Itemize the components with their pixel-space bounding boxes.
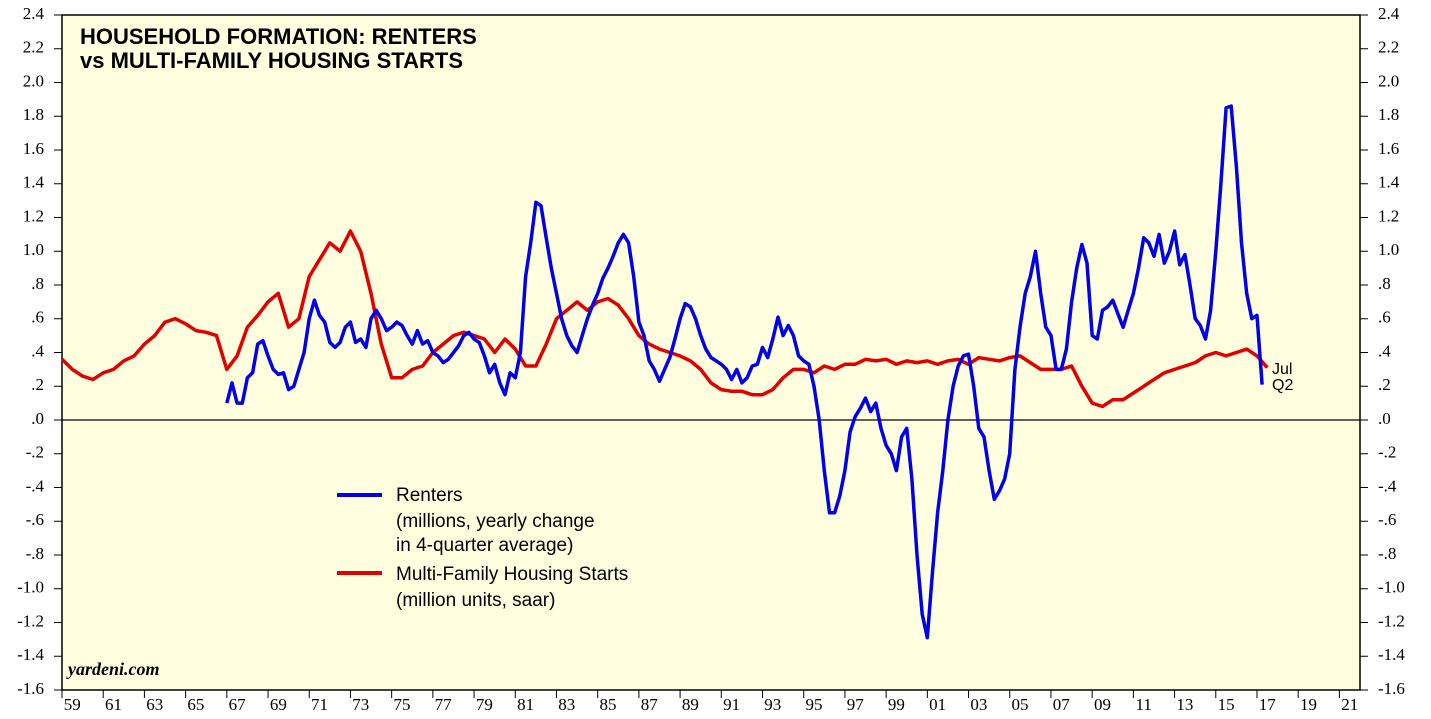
y2-tick-label: 2.2 (1378, 38, 1399, 57)
y2-tick-label: .6 (1378, 308, 1391, 327)
y-tick-label: 1.6 (23, 139, 44, 158)
legend-label: Renters (396, 485, 463, 506)
x-tick-label: 69 (270, 695, 287, 714)
x-tick-label: 05 (1012, 695, 1029, 714)
x-tick-label: 99 (888, 695, 905, 714)
x-tick-label: 21 (1341, 695, 1358, 714)
y2-tick-label: 1.6 (1378, 139, 1399, 158)
y2-tick-label: -.4 (1378, 476, 1397, 495)
x-tick-label: 75 (393, 695, 410, 714)
x-tick-label: 95 (806, 695, 823, 714)
x-tick-label: 65 (187, 695, 204, 714)
y-tick-label: -1.4 (17, 645, 44, 664)
x-tick-label: 73 (352, 695, 369, 714)
chart-title: vs MULTI-FAMILY HOUSING STARTS (80, 48, 463, 73)
x-tick-label: 87 (641, 695, 659, 714)
x-tick-label: 93 (764, 695, 781, 714)
y2-tick-label: -1.0 (1378, 578, 1405, 597)
x-tick-label: 09 (1094, 695, 1111, 714)
y2-tick-label: .8 (1378, 274, 1391, 293)
x-tick-label: 01 (929, 695, 946, 714)
annotation: Jul (1272, 361, 1292, 378)
x-tick-label: 17 (1259, 695, 1277, 714)
y2-tick-label: -1.4 (1378, 645, 1405, 664)
y-tick-label: -.2 (26, 443, 44, 462)
y-tick-label: .4 (31, 341, 44, 360)
y-tick-label: 2.4 (23, 4, 45, 23)
y-tick-label: -1.0 (17, 578, 44, 597)
x-tick-label: 07 (1053, 695, 1071, 714)
x-tick-label: 63 (146, 695, 163, 714)
chart-title: HOUSEHOLD FORMATION: RENTERS (80, 24, 477, 49)
x-tick-label: 77 (435, 695, 453, 714)
x-tick-label: 61 (105, 695, 122, 714)
legend-note: (millions, yearly change (396, 511, 595, 532)
y2-tick-label: 2.4 (1378, 4, 1400, 23)
y-tick-label: -.4 (26, 476, 45, 495)
y2-tick-label: -.2 (1378, 443, 1396, 462)
y-tick-label: -.6 (26, 510, 44, 529)
y2-tick-label: .4 (1378, 341, 1391, 360)
series-line (60, 229, 1269, 409)
y-tick-label: .6 (31, 308, 44, 327)
y2-tick-label: 1.8 (1378, 105, 1399, 124)
y2-tick-label: 2.0 (1378, 71, 1399, 90)
y-tick-label: .0 (31, 409, 44, 428)
y-tick-label: 1.4 (23, 173, 45, 192)
annotation: Q2 (1272, 377, 1293, 394)
legend-label: Multi-Family Housing Starts (396, 564, 628, 585)
x-tick-label: 03 (970, 695, 987, 714)
y-tick-label: -1.2 (17, 611, 44, 630)
y2-tick-label: -1.6 (1378, 679, 1405, 698)
x-tick-label: 11 (1135, 695, 1151, 714)
legend-note: (million units, saar) (396, 590, 555, 611)
y-tick-label: 2.2 (23, 38, 44, 57)
x-tick-label: 85 (599, 695, 616, 714)
x-tick-label: 67 (229, 695, 247, 714)
x-tick-label: 81 (517, 695, 534, 714)
y-tick-label: -1.6 (17, 679, 44, 698)
y-tick-label: 2.0 (23, 71, 44, 90)
x-tick-label: 71 (311, 695, 328, 714)
y2-tick-label: -.8 (1378, 544, 1396, 563)
y2-tick-label: -.6 (1378, 510, 1396, 529)
y-tick-label: -.8 (26, 544, 44, 563)
y-tick-label: 1.2 (23, 206, 44, 225)
y2-tick-label: .2 (1378, 375, 1391, 394)
x-tick-label: 91 (723, 695, 740, 714)
y-tick-label: .8 (31, 274, 44, 293)
x-tick-label: 83 (558, 695, 575, 714)
x-tick-label: 15 (1218, 695, 1235, 714)
plot-area (61, 14, 1361, 691)
y2-tick-label: 1.0 (1378, 240, 1399, 259)
y2-tick-label: 1.2 (1378, 206, 1399, 225)
y-tick-label: 1.8 (23, 105, 44, 124)
y2-tick-label: 1.4 (1378, 173, 1400, 192)
x-tick-label: 13 (1176, 695, 1193, 714)
legend-note: in 4-quarter average) (396, 535, 573, 556)
y2-tick-label: -1.2 (1378, 611, 1405, 630)
source: yardeni.com (66, 659, 160, 679)
x-tick-label: 59 (64, 695, 81, 714)
x-tick-label: 97 (847, 695, 865, 714)
x-tick-label: 89 (682, 695, 699, 714)
series-line (225, 104, 1264, 640)
x-tick-label: 79 (476, 695, 493, 714)
y-tick-label: .2 (31, 375, 44, 394)
y-tick-label: 1.0 (23, 240, 44, 259)
x-tick-label: 19 (1300, 695, 1317, 714)
y2-tick-label: .0 (1378, 409, 1391, 428)
